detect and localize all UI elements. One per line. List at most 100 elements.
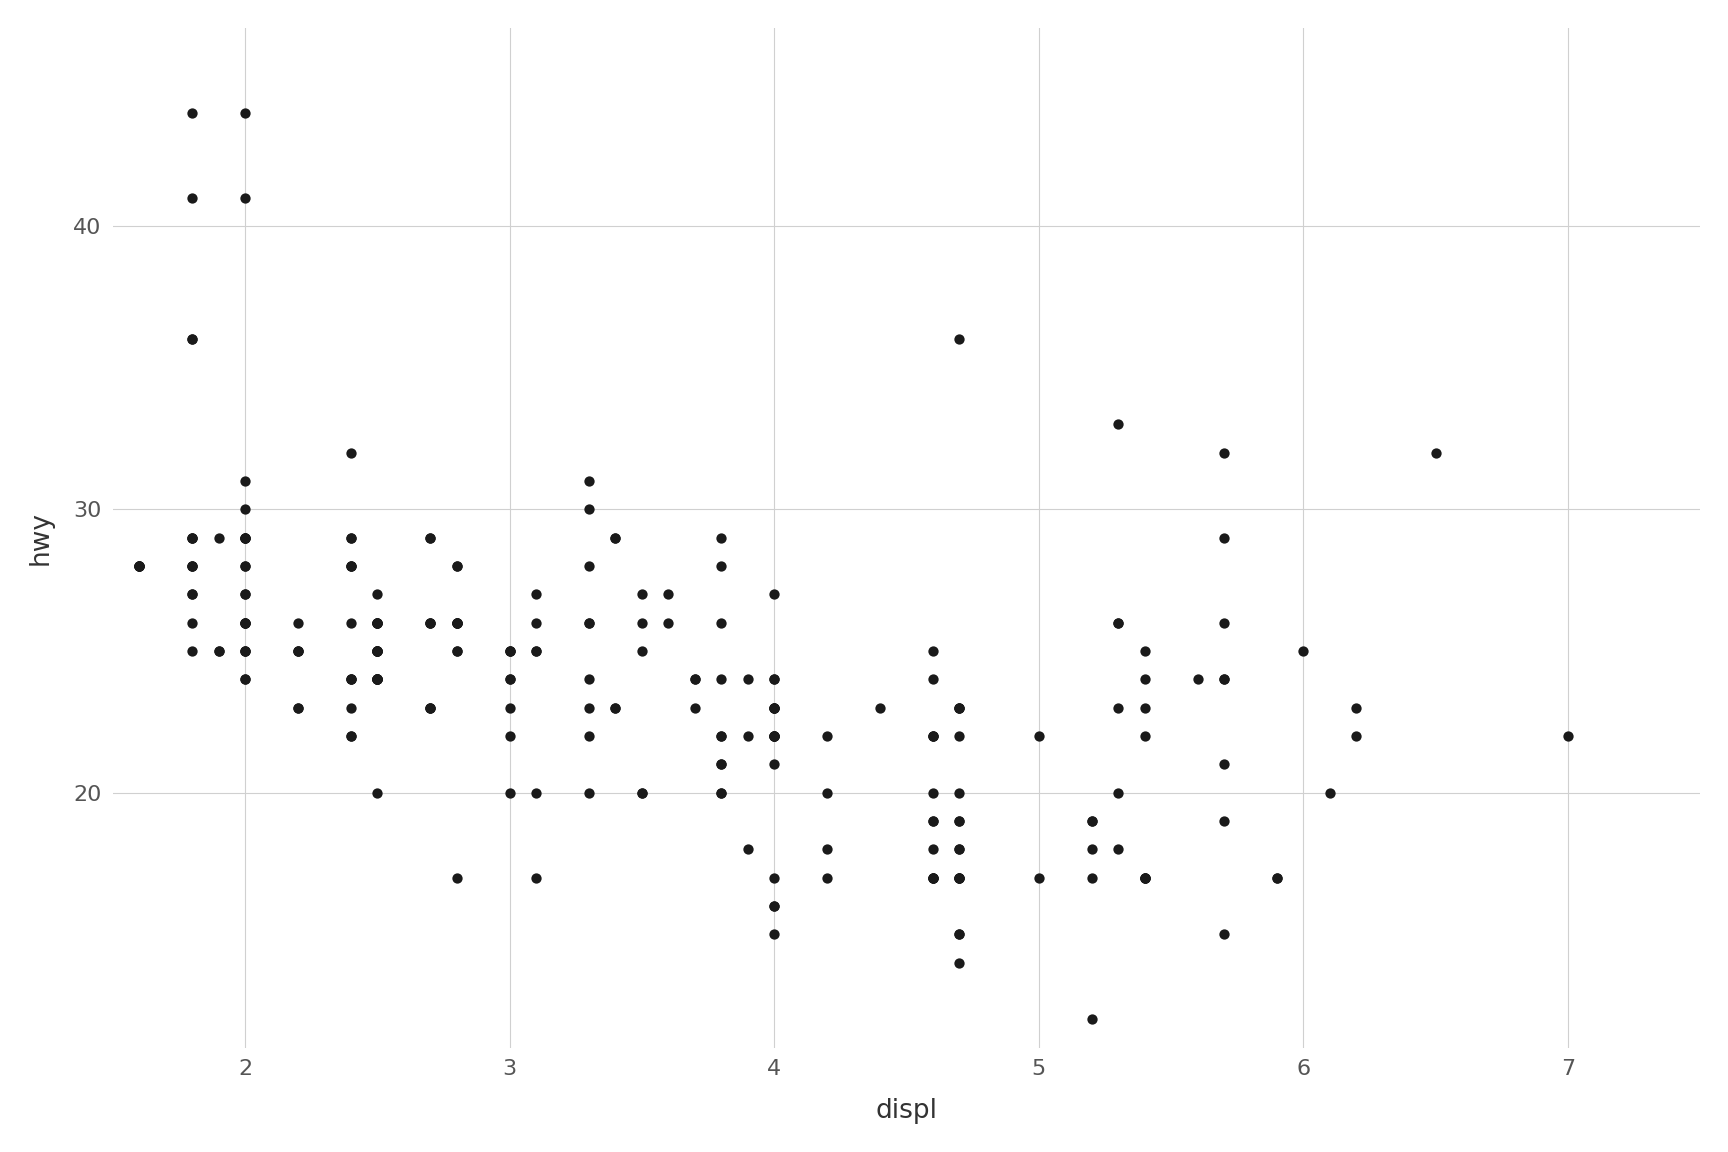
- Point: [442, 614, 470, 632]
- Point: [204, 642, 232, 660]
- Point: [1289, 642, 1317, 660]
- Point: [522, 614, 550, 632]
- Point: [442, 642, 470, 660]
- Point: [522, 585, 550, 604]
- Point: [945, 840, 973, 858]
- Point: [363, 670, 391, 689]
- Point: [760, 925, 788, 943]
- Point: [416, 614, 444, 632]
- Point: [1130, 642, 1158, 660]
- Point: [760, 727, 788, 745]
- Point: [232, 670, 259, 689]
- Point: [416, 698, 444, 717]
- Point: [496, 783, 524, 802]
- Point: [232, 104, 259, 122]
- Point: [178, 585, 206, 604]
- Point: [760, 756, 788, 774]
- Point: [1343, 727, 1370, 745]
- Point: [627, 783, 655, 802]
- Point: [1078, 869, 1106, 887]
- Point: [575, 556, 603, 575]
- Point: [232, 500, 259, 518]
- Point: [655, 585, 683, 604]
- Point: [1130, 698, 1158, 717]
- Point: [681, 698, 708, 717]
- Point: [919, 840, 947, 858]
- X-axis label: displ: displ: [876, 1098, 938, 1124]
- Point: [707, 727, 734, 745]
- Point: [945, 698, 973, 717]
- Point: [1104, 614, 1132, 632]
- Point: [363, 614, 391, 632]
- Point: [496, 642, 524, 660]
- Point: [760, 727, 788, 745]
- Point: [814, 783, 842, 802]
- Point: [945, 925, 973, 943]
- Point: [681, 670, 708, 689]
- Point: [178, 331, 206, 349]
- Point: [416, 529, 444, 547]
- Point: [945, 783, 973, 802]
- Point: [283, 642, 311, 660]
- Point: [232, 529, 259, 547]
- Point: [1104, 614, 1132, 632]
- Point: [1317, 783, 1344, 802]
- Point: [232, 614, 259, 632]
- Point: [363, 614, 391, 632]
- Point: [760, 727, 788, 745]
- Point: [760, 896, 788, 915]
- Point: [283, 642, 311, 660]
- Point: [337, 614, 365, 632]
- Point: [760, 698, 788, 717]
- Point: [178, 585, 206, 604]
- Point: [522, 783, 550, 802]
- Point: [575, 783, 603, 802]
- Point: [1210, 925, 1237, 943]
- Point: [363, 783, 391, 802]
- Point: [945, 869, 973, 887]
- Point: [126, 556, 154, 575]
- Point: [1422, 444, 1450, 462]
- Point: [363, 614, 391, 632]
- Point: [760, 896, 788, 915]
- Point: [945, 869, 973, 887]
- Point: [204, 529, 232, 547]
- Point: [919, 869, 947, 887]
- Point: [1130, 869, 1158, 887]
- Point: [178, 556, 206, 575]
- Point: [707, 529, 734, 547]
- Point: [1210, 670, 1237, 689]
- Point: [1210, 812, 1237, 831]
- Point: [363, 642, 391, 660]
- Point: [945, 869, 973, 887]
- Point: [442, 642, 470, 660]
- Point: [601, 529, 629, 547]
- Point: [232, 529, 259, 547]
- Point: [337, 698, 365, 717]
- Point: [1553, 727, 1581, 745]
- Point: [363, 670, 391, 689]
- Point: [363, 670, 391, 689]
- Point: [283, 698, 311, 717]
- Point: [734, 727, 762, 745]
- Point: [363, 670, 391, 689]
- Point: [760, 670, 788, 689]
- Point: [232, 642, 259, 660]
- Point: [575, 472, 603, 491]
- Point: [627, 585, 655, 604]
- Point: [363, 642, 391, 660]
- Point: [337, 529, 365, 547]
- Point: [919, 869, 947, 887]
- Point: [363, 642, 391, 660]
- Point: [945, 331, 973, 349]
- Point: [1104, 840, 1132, 858]
- Point: [760, 698, 788, 717]
- Point: [416, 614, 444, 632]
- Point: [919, 812, 947, 831]
- Point: [178, 529, 206, 547]
- Point: [126, 556, 154, 575]
- Point: [178, 556, 206, 575]
- Point: [1210, 614, 1237, 632]
- Point: [442, 614, 470, 632]
- Point: [232, 585, 259, 604]
